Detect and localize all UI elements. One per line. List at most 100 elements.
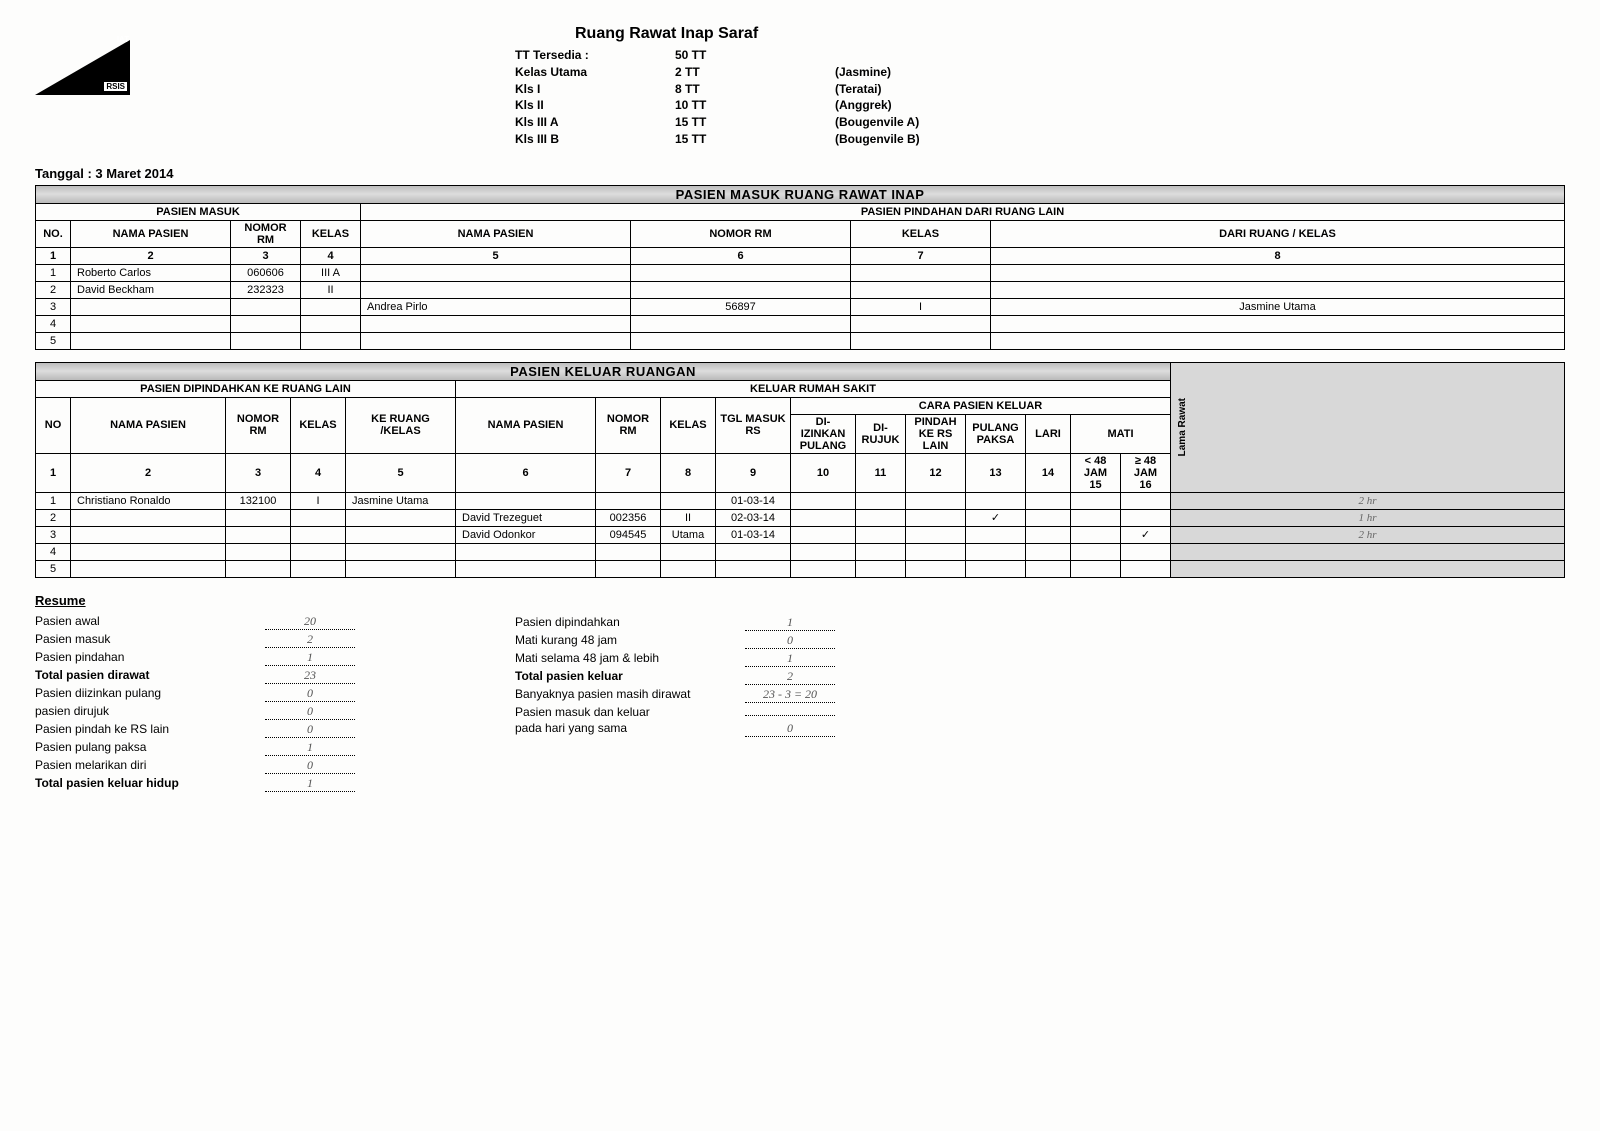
col-pindah: PINDAH KE RS LAIN (906, 414, 966, 453)
resume-row: Mati kurang 48 jam0 (515, 633, 835, 649)
cell (716, 543, 791, 560)
table-row: 5 (36, 332, 1565, 349)
table-row: 5 (36, 560, 1565, 577)
cell (966, 543, 1026, 560)
capacity-cell: Kls II (515, 97, 675, 114)
col-index: 8 (991, 247, 1565, 264)
col-lari: LARI (1026, 414, 1071, 453)
col-index: 3 (231, 247, 301, 264)
col-index: 4 (301, 247, 361, 264)
cell: 3 (36, 526, 71, 543)
cell: Roberto Carlos (71, 264, 231, 281)
resume-value: 0 (745, 633, 835, 649)
cell: 1 hr (1171, 509, 1565, 526)
capacity-cell: Kelas Utama (515, 64, 675, 81)
logo-text-top: IAT (117, 35, 129, 44)
cell: 4 (36, 315, 71, 332)
col-index: 2 (71, 247, 231, 264)
resume-value: 0 (265, 704, 355, 720)
table-row: 2David Trezeguet002356II02-03-14✓1 hr (36, 509, 1565, 526)
cell: 2 hr (1171, 526, 1565, 543)
cell (71, 298, 231, 315)
col-nama: NAMA PASIEN (71, 397, 226, 453)
col-kelas: KELAS (291, 397, 346, 453)
cell (231, 298, 301, 315)
cell (71, 526, 226, 543)
col-ke: KE RUANG /KELAS (346, 397, 456, 453)
cell (71, 315, 231, 332)
resume-label: pada hari yang sama (515, 721, 745, 735)
col-nama2: NAMA PASIEN (456, 397, 596, 453)
col-rm2: NOMOR RM (596, 397, 661, 453)
capacity-cell: (Teratai) (835, 81, 1035, 98)
cell: Jasmine Utama (991, 298, 1565, 315)
table-row: 4 (36, 315, 1565, 332)
cell: Jasmine Utama (346, 492, 456, 509)
col-tgl: TGL MASUK RS (716, 397, 791, 453)
resume-row: Total pasien keluar2 (515, 669, 835, 685)
col-paksa: PULANG PAKSA (966, 414, 1026, 453)
cell (661, 492, 716, 509)
cell: Utama (661, 526, 716, 543)
resume-row: pada hari yang sama0 (515, 721, 835, 737)
cell (966, 560, 1026, 577)
capacity-cell: TT Tersedia : (515, 47, 675, 64)
table1-left-header: PASIEN MASUK (36, 203, 361, 220)
cell (361, 332, 631, 349)
resume-title: Resume (35, 593, 355, 608)
capacity-cell: Kls I (515, 81, 675, 98)
cell (71, 332, 231, 349)
table2-right-header: KELUAR RUMAH SAKIT (456, 380, 1171, 397)
table-row: 4 (36, 543, 1565, 560)
resume-label: Total pasien keluar hidup (35, 776, 265, 790)
cell (991, 332, 1565, 349)
cell (1071, 560, 1121, 577)
cell (291, 509, 346, 526)
cell (851, 315, 991, 332)
cell (596, 543, 661, 560)
resume-label: Pasien pulang paksa (35, 740, 265, 754)
resume-label: Pasien awal (35, 614, 265, 628)
col-index: 10 (791, 453, 856, 492)
table-row: 1Christiano Ronaldo132100IJasmine Utama0… (36, 492, 1565, 509)
cell (906, 560, 966, 577)
cell: 4 (36, 543, 71, 560)
cell (291, 543, 346, 560)
cell: 5 (36, 332, 71, 349)
table2-left-header: PASIEN DIPINDAHKAN KE RUANG LAIN (36, 380, 456, 397)
capacity-cell (835, 47, 1035, 64)
col-index: 2 (71, 453, 226, 492)
cell (1026, 509, 1071, 526)
capacity-cell: Kls III B (515, 131, 675, 148)
resume-label: Mati selama 48 jam & lebih (515, 651, 745, 665)
table-row: 3David Odonkor094545Utama01-03-14✓2 hr (36, 526, 1565, 543)
cell (791, 543, 856, 560)
cell: 2 hr (1171, 492, 1565, 509)
cell: 2 (36, 509, 71, 526)
cell (991, 315, 1565, 332)
cell (991, 264, 1565, 281)
capacity-cell: 10 TT (675, 97, 835, 114)
cell (966, 526, 1026, 543)
cell (361, 315, 631, 332)
cell (631, 332, 851, 349)
resume-value: 0 (265, 722, 355, 738)
header: IAT RSIS Ruang Rawat Inap Saraf TT Terse… (35, 25, 1565, 148)
cell (1171, 560, 1565, 577)
cell (346, 526, 456, 543)
cell: 02-03-14 (716, 509, 791, 526)
col-rm: NOMOR RM (226, 397, 291, 453)
table1-banner: PASIEN MASUK RUANG RAWAT INAP (36, 185, 1565, 203)
cell (851, 281, 991, 298)
col-index: 3 (226, 453, 291, 492)
table-pasien-masuk: PASIEN MASUK RUANG RAWAT INAP PASIEN MAS… (35, 185, 1565, 350)
resume-row: Pasien melarikan diri0 (35, 758, 355, 774)
col-m48: < 48 JAM15 (1071, 453, 1121, 492)
col-rm: NOMOR RM (231, 220, 301, 247)
cell: II (301, 281, 361, 298)
cell: I (851, 298, 991, 315)
cell (966, 492, 1026, 509)
cell (346, 509, 456, 526)
col-index: 6 (631, 247, 851, 264)
col-index: 8 (661, 453, 716, 492)
